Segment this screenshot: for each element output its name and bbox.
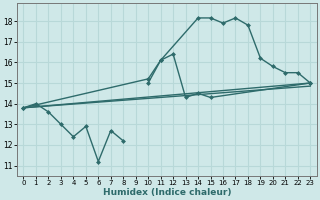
X-axis label: Humidex (Indice chaleur): Humidex (Indice chaleur) — [103, 188, 231, 197]
